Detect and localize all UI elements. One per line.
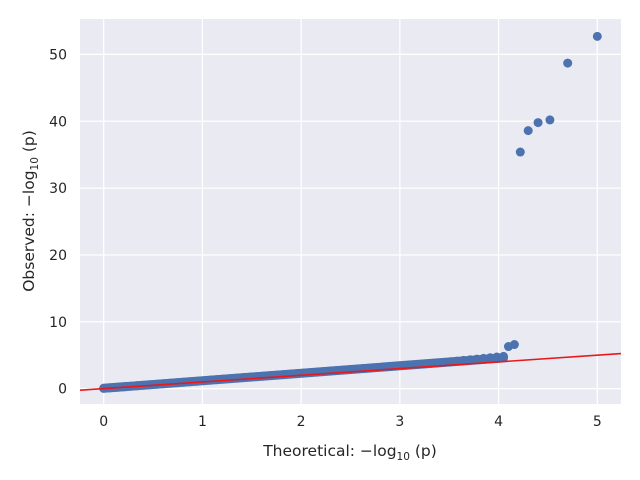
- x-tick-label: 5: [593, 414, 602, 430]
- data-point: [515, 147, 525, 157]
- x-tick-labels: 0 1 2 3 4 5: [99, 414, 602, 430]
- x-axis-label-tail: (p): [410, 442, 437, 460]
- data-point: [545, 115, 555, 125]
- data-point: [523, 126, 533, 136]
- data-point: [533, 118, 543, 128]
- data-point: [172, 378, 182, 388]
- data-point: [485, 353, 495, 363]
- data-point: [205, 375, 215, 385]
- data-point: [185, 377, 195, 387]
- x-axis-label: Theoretical: −log10 (p): [262, 442, 437, 463]
- grid-lines: [80, 19, 621, 404]
- data-point: [165, 378, 175, 388]
- y-tick-label: 0: [58, 382, 67, 398]
- data-point: [472, 354, 482, 364]
- data-point: [499, 351, 509, 361]
- y-tick-labels: 0 10 20 30 40 50: [49, 47, 67, 397]
- x-tick-label: 0: [99, 414, 108, 430]
- y-axis-label-main: Observed: −log: [20, 170, 38, 291]
- data-point: [445, 357, 455, 367]
- plot-background: [80, 19, 621, 404]
- data-point: [459, 355, 469, 365]
- data-point: [212, 375, 222, 385]
- data-point: [479, 353, 489, 363]
- data-point: [199, 376, 209, 386]
- x-tick-label: 1: [198, 414, 207, 430]
- data-point: [192, 376, 202, 386]
- y-tick-label: 50: [49, 47, 67, 63]
- y-tick-label: 30: [49, 181, 67, 197]
- x-tick-label: 4: [494, 414, 503, 430]
- y-tick-label: 10: [49, 315, 67, 331]
- data-point: [509, 340, 519, 350]
- data-point: [492, 352, 502, 362]
- y-axis-label-tail: (p): [20, 130, 38, 157]
- data-point: [159, 379, 169, 389]
- y-axis-label: Observed: −log10 (p): [20, 130, 41, 292]
- y-tick-label: 40: [49, 114, 67, 130]
- y-tick-label: 20: [49, 248, 67, 264]
- data-point: [563, 58, 573, 68]
- data-point: [452, 356, 462, 366]
- reference-line: [79, 352, 622, 392]
- x-axis-label-sub: 10: [397, 451, 410, 463]
- outlier-points: [503, 31, 602, 352]
- x-tick-label: 3: [395, 414, 404, 430]
- x-axis-label-main: Theoretical: −log: [262, 442, 396, 460]
- x-tick-label: 2: [297, 414, 306, 430]
- data-point: [592, 31, 602, 41]
- y-axis-label-sub: 10: [29, 157, 41, 170]
- data-point: [465, 355, 475, 365]
- data-point: [179, 377, 189, 387]
